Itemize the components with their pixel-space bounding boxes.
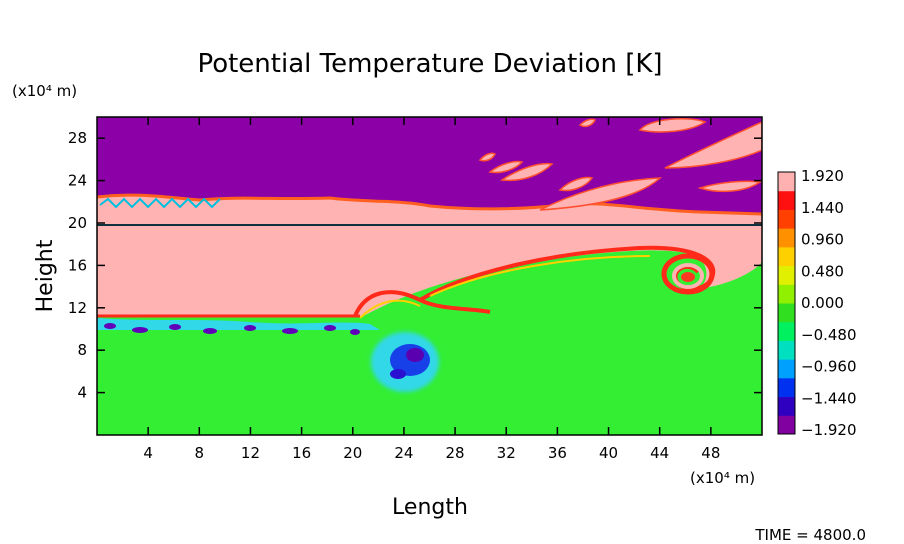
vortex-ring-inner — [681, 272, 695, 282]
x-tick-label: 32 — [497, 444, 516, 462]
colorbar-segment — [778, 172, 795, 192]
x-axis: 4 8 12 16 20 24 28 32 36 40 44 48 — [143, 117, 720, 462]
lower-interface-blobs — [104, 323, 360, 335]
y-tick-label: 8 — [77, 341, 87, 359]
colorbar-segment — [778, 246, 795, 267]
colorbar-segment — [778, 321, 795, 341]
colorbar-segment — [778, 303, 795, 323]
colorbar-tick-label: 1.440 — [801, 199, 844, 217]
plot-frame — [96, 116, 763, 436]
colorbar-segment — [778, 209, 795, 229]
x-unit-label: (x10⁴ m) — [690, 469, 755, 487]
colorbar-segment — [778, 396, 795, 416]
y-tick-label: 24 — [68, 172, 87, 190]
colorbar: 1.920 1.440 0.960 0.480 0.000 −0.480 −0.960 −1.… — [777, 167, 857, 439]
colorbar-segment — [778, 340, 795, 360]
colorbar-segment — [778, 377, 795, 398]
x-tick-label: 48 — [701, 444, 720, 462]
front-boundary-inner — [359, 255, 651, 319]
y-axis-label: Height — [33, 239, 58, 312]
colorbar-tick-label: 1.920 — [801, 167, 844, 185]
chart-title: Potential Temperature Deviation [K] — [197, 49, 662, 79]
x-tick-label: 44 — [650, 444, 669, 462]
colorbar-tick-label: 0.000 — [801, 294, 844, 312]
x-tick-label: 8 — [195, 444, 205, 462]
heatmap-field — [97, 117, 762, 435]
region-green-wedge — [360, 250, 762, 318]
vortex-ring-mid — [672, 263, 704, 289]
colorbar-frame — [777, 171, 796, 435]
upper-filaments — [478, 117, 762, 211]
x-tick-label: 12 — [241, 444, 260, 462]
x-axis-label: Length — [392, 495, 468, 520]
y-axis: 4 8 12 16 20 24 28 — [68, 129, 762, 402]
colorbar-tick-label: −1.440 — [801, 389, 857, 407]
x-tick-label: 40 — [599, 444, 618, 462]
x-tick-label: 20 — [343, 444, 362, 462]
x-tick-label: 36 — [548, 444, 567, 462]
colorbar-segment — [778, 359, 795, 379]
y-tick-label: 16 — [68, 256, 87, 274]
upper-interface-band — [97, 195, 762, 224]
y-tick-label: 28 — [68, 129, 87, 147]
x-tick-label: 16 — [292, 444, 311, 462]
cold-pocket — [371, 332, 439, 392]
colorbar-tick-label: 0.960 — [801, 231, 844, 249]
vortex-ring-outer — [661, 253, 715, 295]
colorbar-tick-label: 0.480 — [801, 262, 844, 280]
y-tick-label: 20 — [68, 214, 87, 232]
x-tick-label: 28 — [446, 444, 465, 462]
y-tick-label: 4 — [77, 384, 87, 402]
colorbar-segment — [778, 415, 795, 435]
colorbar-tick-label: −0.480 — [801, 326, 857, 344]
colorbar-tick-label: −1.920 — [801, 421, 857, 439]
x-tick-label: 4 — [143, 444, 153, 462]
upper-interface-ripples — [99, 197, 221, 209]
y-unit-label: (x10⁴ m) — [12, 82, 77, 100]
x-tick-label: 24 — [394, 444, 413, 462]
colorbar-segment — [778, 190, 795, 210]
time-footer: TIME = 4800.0 — [754, 526, 866, 544]
colorbar-tick-label: −0.960 — [801, 358, 857, 376]
y-tick-label: 12 — [68, 299, 87, 317]
colorbar-segment — [778, 228, 795, 248]
colorbar-segment — [778, 265, 795, 285]
colorbar-segment — [778, 284, 795, 304]
lower-interface-band — [97, 318, 380, 330]
